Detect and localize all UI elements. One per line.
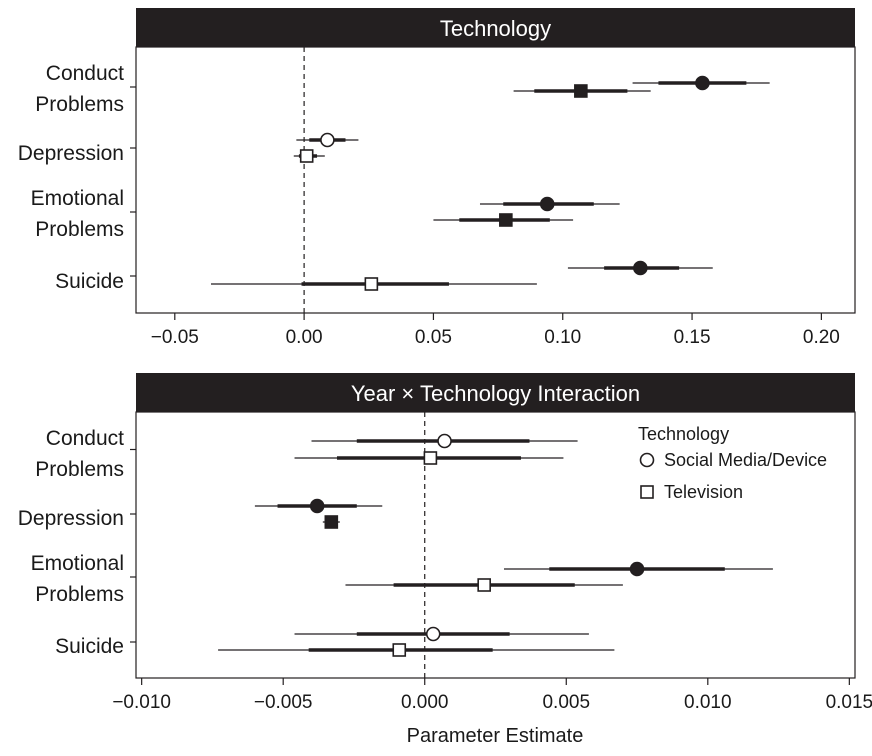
category-label: Suicide: [55, 635, 124, 658]
category-label: Problems: [35, 93, 124, 116]
point-marker-square: [364, 277, 379, 291]
category-label: Problems: [35, 458, 124, 481]
x-axis-title: Parameter Estimate: [407, 725, 584, 747]
category-label: Emotional: [31, 187, 124, 210]
category-label: Depression: [18, 507, 124, 530]
point-marker-circle: [437, 433, 452, 449]
legend-item-label: Television: [664, 482, 743, 502]
point-marker-square: [574, 84, 588, 98]
point-marker-square: [499, 213, 513, 227]
x-tick-label-technology: 0.20: [803, 327, 840, 348]
point-marker-circle: [633, 260, 648, 276]
x-tick-label-technology: 0.05: [415, 327, 452, 348]
category-label: Problems: [35, 218, 124, 241]
point-marker-square: [392, 643, 407, 657]
panel-strip-interaction: [136, 373, 855, 412]
point-marker-square: [477, 578, 491, 592]
x-tick-label-interaction: 0.005: [542, 692, 590, 713]
panel-title-technology: Technology: [440, 16, 551, 41]
category-label: Conduct: [46, 427, 124, 450]
point-marker-circle: [695, 75, 710, 91]
point-marker-circle: [539, 196, 555, 212]
x-tick-label-technology: 0.00: [286, 327, 323, 348]
x-tick-label-technology: −0.05: [151, 327, 199, 348]
legend-marker-square: [640, 485, 654, 499]
point-marker-square: [299, 149, 314, 163]
point-marker-circle: [629, 561, 645, 577]
panel-strip-technology: [136, 8, 855, 47]
legend-item-label: Social Media/Device: [664, 450, 827, 470]
legend-title: Technology: [638, 424, 729, 444]
x-tick-label-interaction: −0.010: [112, 692, 171, 713]
category-label: Depression: [18, 142, 124, 165]
x-tick-label-interaction: 0.010: [684, 692, 732, 713]
category-label: Suicide: [55, 270, 124, 293]
x-tick-label-technology: 0.10: [544, 327, 581, 348]
legend-marker-circle: [639, 452, 655, 468]
point-marker-square: [324, 515, 339, 529]
x-tick-label-interaction: −0.005: [254, 692, 313, 713]
point-marker-circle: [320, 132, 335, 148]
panel-frame-interaction: [135, 411, 856, 679]
x-tick-label-interaction: 0.000: [401, 692, 449, 713]
category-label: Conduct: [46, 62, 124, 85]
x-tick-label-technology: 0.15: [674, 327, 711, 348]
category-label: Problems: [35, 583, 124, 606]
category-label: Emotional: [31, 552, 124, 575]
x-tick-label-interaction: 0.015: [826, 692, 872, 713]
panel-title-interaction: Year × Technology Interaction: [351, 381, 640, 406]
point-marker-square: [423, 451, 438, 465]
panel-frame-technology: [135, 46, 856, 314]
point-marker-circle: [425, 626, 441, 642]
point-marker-circle: [309, 498, 325, 514]
